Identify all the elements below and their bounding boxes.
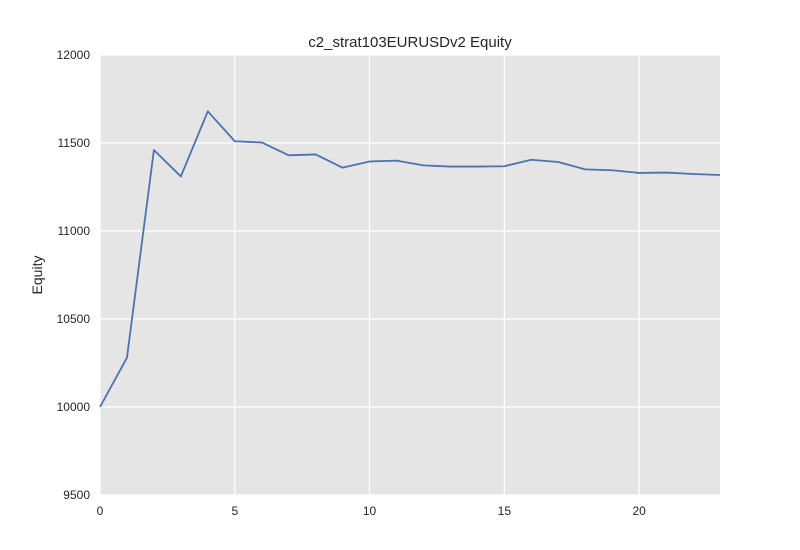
y-tick-label: 9500: [63, 488, 90, 502]
chart-title: c2_strat103EURUSDv2 Equity: [308, 34, 512, 51]
plot-background: [100, 55, 720, 495]
x-tick-label: 5: [231, 504, 238, 518]
y-tick-label: 10500: [57, 312, 91, 326]
x-tick-label: 0: [97, 504, 104, 518]
y-tick-label: 11000: [58, 224, 91, 238]
x-tick-label: 20: [632, 504, 646, 518]
equity-series-line: [99, 110, 721, 408]
y-tick-label: 11500: [58, 136, 91, 150]
x-tick-label: 10: [363, 504, 377, 518]
y-tick-labels: 9500 10000 10500 11000 11500 12000: [57, 48, 91, 502]
grid: [99, 54, 720, 496]
x-tick-label: 15: [498, 504, 512, 518]
series-layer: [99, 110, 721, 408]
y-tick-label: 10000: [57, 400, 91, 414]
y-tick-label: 12000: [57, 48, 91, 62]
x-tick-labels: 0 5 10 15 20: [97, 504, 646, 518]
y-axis-label: Equity: [29, 256, 45, 295]
